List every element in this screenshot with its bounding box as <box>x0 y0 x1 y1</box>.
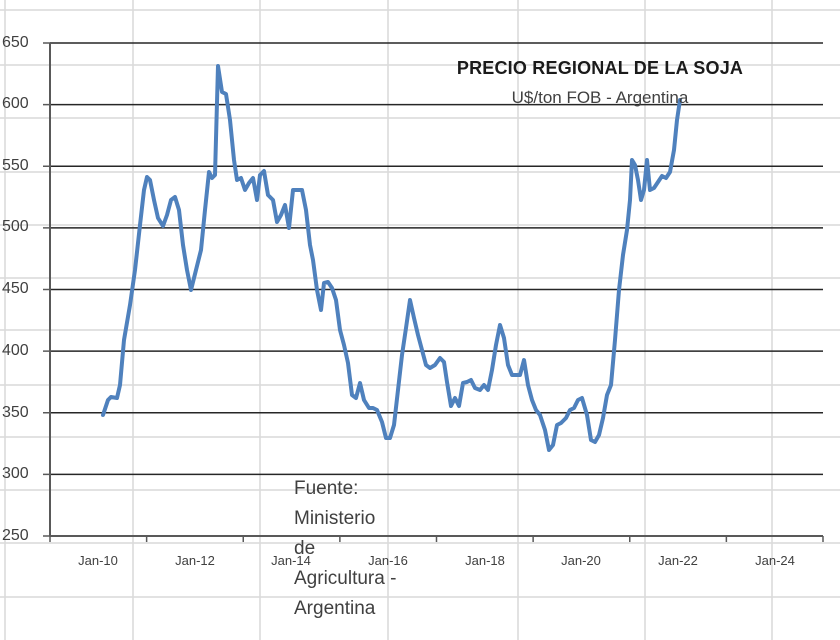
chart-axes <box>43 42 824 542</box>
x-tick-label: Jan-10 <box>78 553 118 568</box>
source-line: de <box>294 538 316 559</box>
horizontal-gridlines <box>50 42 823 476</box>
x-tick-label: Jan-16 <box>368 553 408 568</box>
y-tick-label: 250 <box>2 527 29 544</box>
source-line: Argentina <box>294 598 376 619</box>
x-tick-label: Jan-12 <box>175 553 215 568</box>
y-tick-label: 600 <box>2 95 29 112</box>
source-line: Fuente: <box>294 478 359 499</box>
y-tick-label: 350 <box>2 404 29 421</box>
x-tick-label: Jan-14 <box>271 553 311 568</box>
source-line: Agricultura - <box>294 568 397 589</box>
y-tick-label: 450 <box>2 280 29 297</box>
source-line: Ministerio <box>294 508 376 529</box>
x-tick-label: Jan-22 <box>658 553 698 568</box>
x-tick-label: Jan-24 <box>755 553 795 568</box>
x-tick-label: Jan-18 <box>465 553 505 568</box>
source-note: Fuente: Ministerio de Agricultura - Arge… <box>294 474 424 624</box>
y-tick-label: 650 <box>2 34 29 51</box>
x-tick-label: Jan-20 <box>561 553 601 568</box>
price-series-line <box>101 64 682 452</box>
y-tick-label: 300 <box>2 465 29 482</box>
y-tick-label: 500 <box>2 218 29 235</box>
y-tick-label: 400 <box>2 342 29 359</box>
chart-subtitle: U$/ton FOB - Argentina <box>511 88 689 107</box>
y-tick-label: 550 <box>2 157 29 174</box>
chart-title: PRECIO REGIONAL DE LA SOJA <box>456 58 744 78</box>
